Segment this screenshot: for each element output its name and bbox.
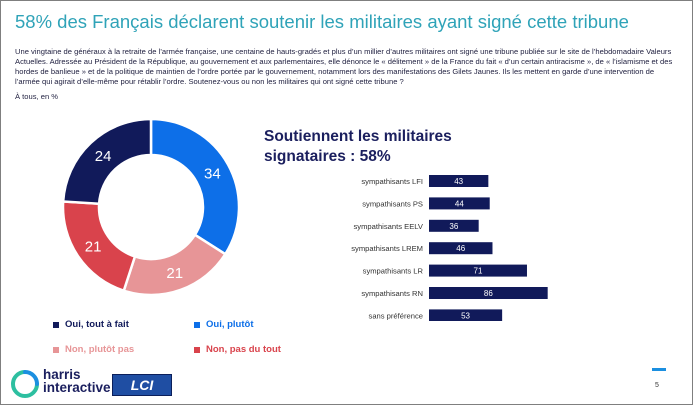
legend-item-non-pas-du-tout: Non, pas du tout	[194, 344, 281, 355]
lci-logo: LCI	[112, 374, 172, 396]
lci-label: LCI	[130, 377, 154, 393]
page-title: 58% des Français déclarent soutenir les …	[15, 11, 629, 32]
bar-category-label: sympathisants RN	[361, 289, 423, 298]
donut-slice-label: 21	[85, 238, 102, 255]
legend-swatch	[53, 346, 59, 353]
legend-swatch	[53, 321, 59, 328]
legend-label: Non, pas du tout	[206, 344, 281, 355]
bar-value-label: 44	[455, 199, 464, 208]
donut-slice	[149, 117, 241, 256]
bar	[429, 264, 527, 277]
donut-slice-label: 34	[204, 165, 221, 182]
brand-name: harris interactive	[43, 367, 111, 395]
donut-chart: 34 21 21 24	[61, 117, 241, 297]
legend-item-non-plutot-pas: Non, plutôt pas	[53, 344, 134, 355]
legend-item-oui-plutot: Oui, plutôt	[194, 319, 254, 330]
donut-slice	[61, 117, 153, 206]
bar	[429, 175, 489, 187]
legend-swatch	[194, 321, 200, 328]
harris-logo-icon	[11, 370, 39, 398]
bar-value-label: 53	[461, 311, 470, 320]
intro-text: Une vingtaine de généraux à la retraite …	[15, 47, 673, 86]
bar-value-label: 36	[449, 222, 458, 231]
bar-value-label: 46	[456, 244, 465, 253]
bar-category-label: sympathisants LREM	[351, 244, 423, 253]
bar-value-label: 71	[474, 267, 483, 276]
support-heading-line1: Soutiennent les militaires	[264, 128, 452, 145]
donut-slice-label: 24	[95, 148, 112, 165]
bar-value-label: 43	[454, 177, 463, 186]
support-heading-line2: signataires : 58%	[264, 148, 391, 165]
bar-category-label: sympathisants LFI	[361, 177, 423, 186]
bar-value-label: 86	[484, 289, 493, 298]
legend-label: Oui, plutôt	[206, 319, 254, 330]
bar	[429, 219, 479, 232]
bar-category-label: sympathisants PS	[362, 199, 423, 208]
legend-label: Oui, tout à fait	[65, 319, 129, 330]
bar-chart: sympathisants LFI 43 sympathisants PS 44 sym…	[351, 175, 548, 321]
brand-line1: harris	[43, 367, 81, 382]
brand-line2: interactive	[43, 380, 111, 395]
bar	[429, 197, 490, 210]
page-accent-line	[652, 368, 666, 371]
legend-label: Non, plutôt pas	[65, 344, 135, 355]
bar-category-label: sympathisants LR	[363, 267, 424, 276]
base-note: À tous, en %	[15, 92, 59, 101]
bar	[429, 242, 493, 255]
page-number: 5	[655, 382, 659, 389]
bar	[429, 309, 503, 321]
support-heading: Soutiennent les militaires signataires :…	[264, 127, 452, 167]
legend-item-oui-tout-a-fait: Oui, tout à fait	[53, 319, 129, 330]
bar-category-label: sans préférence	[369, 311, 423, 320]
donut-slice-label: 21	[166, 265, 183, 282]
bar	[429, 287, 548, 299]
legend-swatch	[194, 346, 200, 353]
bar-category-label: sympathisants EELV	[353, 222, 423, 231]
